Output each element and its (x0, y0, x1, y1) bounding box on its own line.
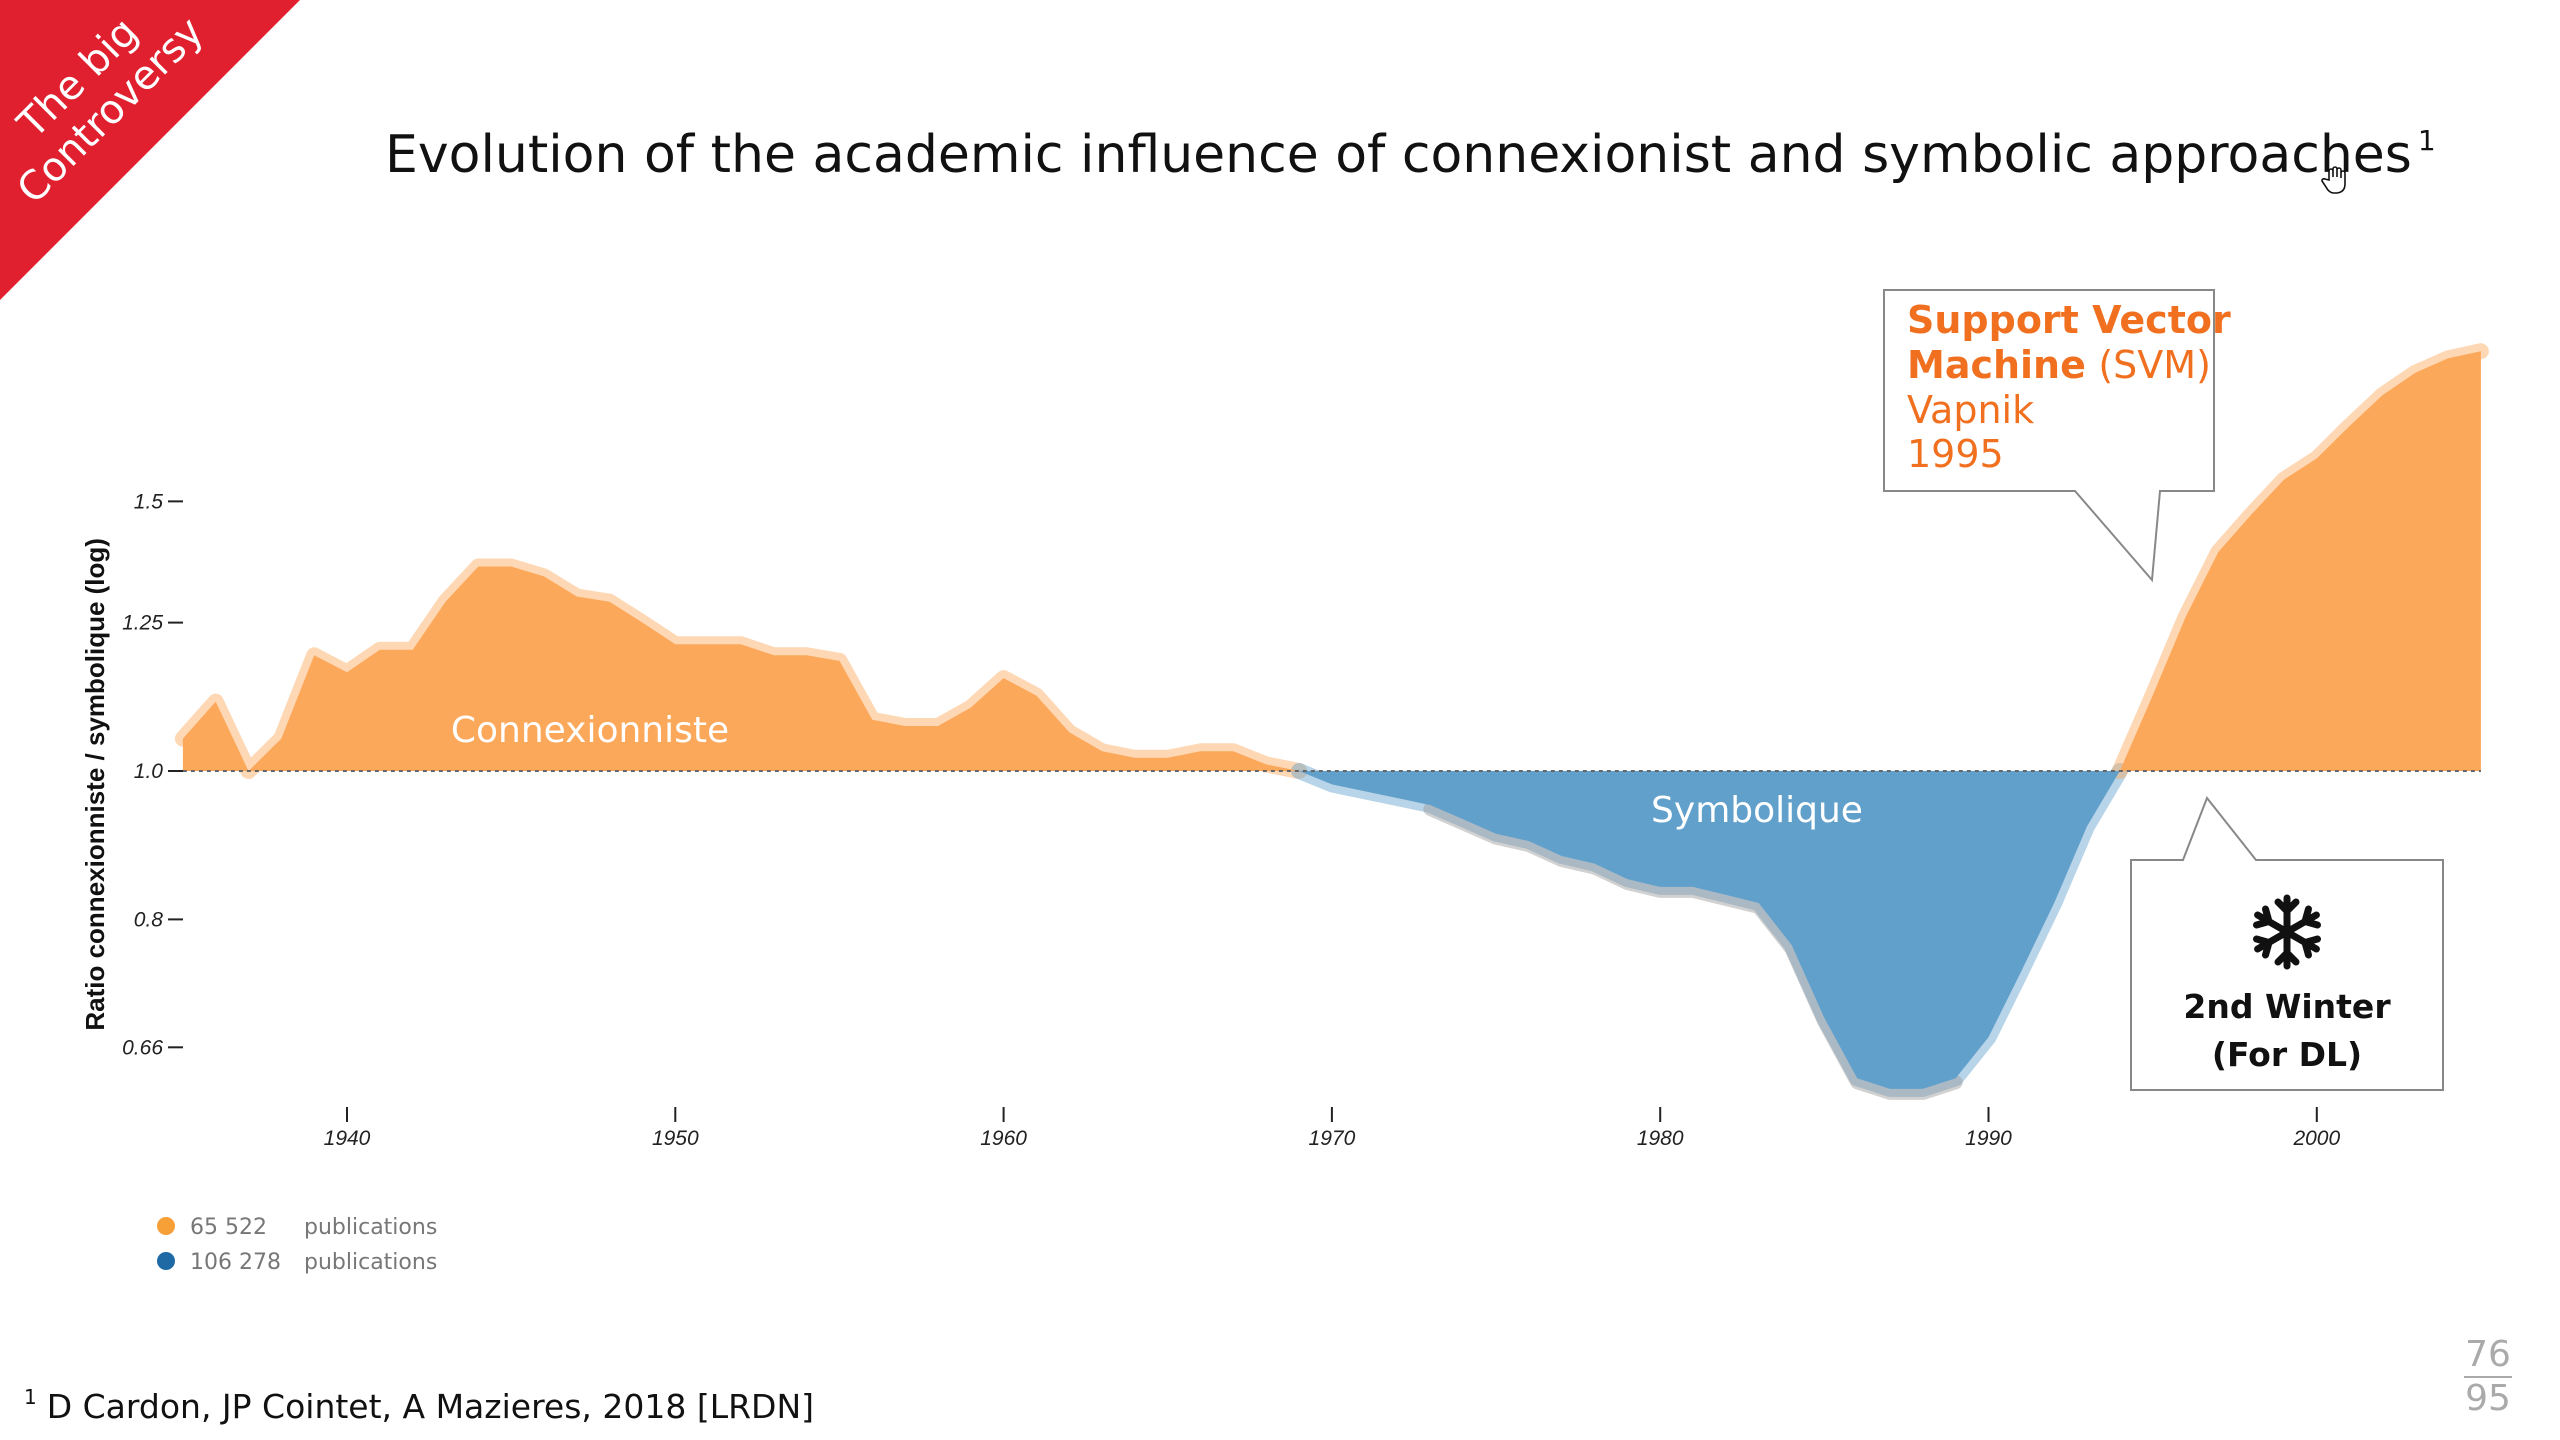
legend-item-symbolique: 106 278 publications (157, 1250, 437, 1275)
page-current: 76 (2465, 1334, 2511, 1375)
x-tick-label-1: 1950 (652, 1127, 699, 1150)
svm-callout: Support Vector Machine (SVM) Vapnik 1995 (1883, 289, 2231, 583)
legend-unit-symbolique: publications (304, 1250, 437, 1275)
x-tick-label-0: 1940 (324, 1127, 371, 1150)
page-number: 76 95 (2464, 1334, 2512, 1419)
y-axis: 1.5 1.25 1.0 0.8 0.66 (122, 490, 183, 1059)
legend-item-connexionniste: 65 522 publications (157, 1215, 437, 1240)
series-area-2 (2119, 351, 2481, 771)
series-area-0 (182, 566, 1300, 771)
slide-title: Evolution of the academic influence of c… (385, 124, 2436, 185)
legend-swatch-blue (157, 1252, 175, 1270)
slide-title-text: Evolution of the academic influence of c… (385, 125, 2412, 185)
corner-badge-triangle (0, 0, 300, 300)
y-tick-label-3: 0.8 (134, 908, 164, 931)
svm-callout-line2-normal: (SVM) (2098, 343, 2211, 387)
legend-count-connexionniste: 65 522 (190, 1215, 267, 1240)
legend: 65 522 publications 106 278 publications (157, 1215, 437, 1275)
svm-callout-line4: 1995 (1907, 432, 2004, 476)
series-label-connexionniste: Connexionniste (451, 710, 729, 751)
svm-callout-line1: Support Vector (1907, 298, 2231, 342)
y-tick-label-2: 1.0 (134, 760, 164, 783)
legend-unit-connexionniste: publications (304, 1215, 437, 1240)
snowflake-icon (2253, 894, 2321, 970)
symbolique-shadow (1423, 802, 1963, 1100)
winter-callout-line1: 2nd Winter (2183, 987, 2391, 1026)
legend-count-symbolique: 106 278 (190, 1250, 281, 1275)
series-label-symbolique: Symbolique (1651, 790, 1863, 831)
y-tick-label-0: 1.5 (134, 490, 164, 513)
winter-callout: 2nd Winter (For DL) (2130, 796, 2444, 1091)
legend-swatch-orange (157, 1217, 175, 1235)
footnote: 1 D Cardon, JP Cointet, A Mazieres, 2018 … (24, 1385, 814, 1426)
footnote-mark: 1 (24, 1385, 37, 1409)
x-axis: 1940 1950 1960 1970 1980 1990 2000 (324, 1107, 2340, 1150)
footnote-text: D Cardon, JP Cointet, A Mazieres, 2018 [… (47, 1387, 814, 1426)
hand-cursor-icon (2321, 166, 2346, 194)
x-tick-label-3: 1970 (1309, 1127, 1356, 1150)
page-total: 95 (2465, 1378, 2511, 1419)
x-tick-label-5: 1990 (1965, 1127, 2012, 1150)
x-tick-label-4: 1980 (1637, 1127, 1684, 1150)
svm-callout-box (1883, 289, 2215, 583)
area-layer (182, 351, 2481, 1089)
y-tick-label-1: 1.25 (122, 612, 163, 635)
x-tick-label-2: 1960 (980, 1127, 1027, 1150)
y-axis-label: Ratio connexionniste / symbolique (log) (80, 538, 110, 1031)
x-tick-label-6: 2000 (2292, 1127, 2340, 1150)
corner-badge: The big Controversy (0, 0, 300, 300)
svm-callout-line2: Machine (SVM) (1907, 343, 2211, 387)
slide-title-footnote-mark: 1 (2418, 124, 2436, 157)
winter-callout-line2: (For DL) (2212, 1035, 2362, 1074)
series-area-1 (1299, 771, 2120, 1089)
svm-callout-line3: Vapnik (1907, 388, 2034, 432)
y-tick-label-4: 0.66 (122, 1036, 163, 1059)
series-halo-2 (2111, 343, 2489, 779)
svm-callout-line2-bold: Machine (1907, 343, 2086, 387)
